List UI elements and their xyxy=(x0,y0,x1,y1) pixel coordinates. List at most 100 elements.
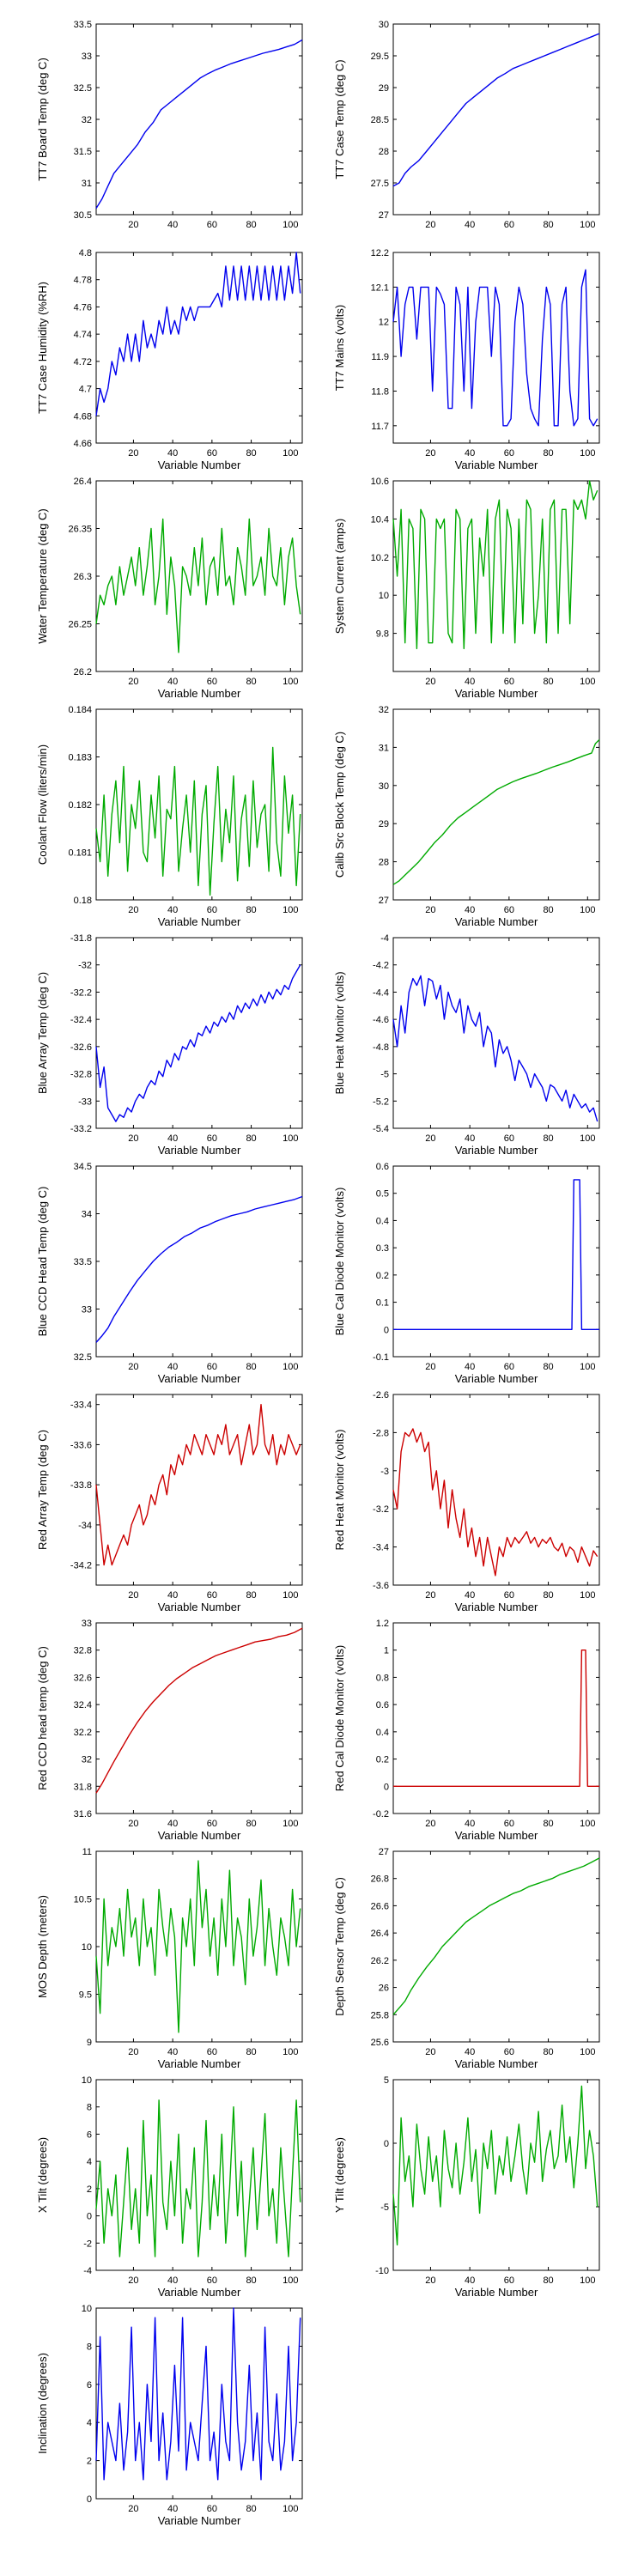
y-tick-label: -4 xyxy=(83,2266,92,2276)
chart-12: 20 40 60 80 100 -0.1 0 0.1 0.2 0.3 0.4 0.5 0.6 Variab… xyxy=(333,1162,600,1385)
x-tick-label: 80 xyxy=(246,448,256,459)
x-tick-label: 60 xyxy=(207,1133,217,1144)
x-axis-label: Variable Number xyxy=(455,1601,538,1613)
x-tick-label: 20 xyxy=(128,1133,138,1144)
y-tick-label: 0 xyxy=(384,2139,389,2149)
y-axis-label: Blue CCD Head Temp (deg C) xyxy=(36,1187,49,1337)
y-tick-label: -31.8 xyxy=(70,933,92,944)
x-tick-label: 100 xyxy=(580,1590,595,1601)
y-tick-label: 29.5 xyxy=(371,52,389,62)
x-tick-label: 40 xyxy=(465,905,475,915)
chart-10: 20 40 60 80 100 -5.4 -5.2 -5 -4.8 -4.6 -4.4 -4.2 -4 V… xyxy=(333,933,600,1157)
x-tick-label: 20 xyxy=(128,448,138,459)
series-line xyxy=(95,2307,301,2481)
chart-14: 20 40 60 80 100 -3.6 -3.4 -3.2 -3 -2.8 -2.6 Variabl… xyxy=(333,1390,600,1613)
y-tick-label: 0 xyxy=(384,1325,389,1335)
series-line xyxy=(392,480,598,650)
chart-21: 20 40 60 80 100 0 2 4 6 8 10 Variable Number Inclina… xyxy=(36,2304,303,2527)
x-tick-label: 40 xyxy=(167,1362,178,1372)
y-tick-label: 10 xyxy=(82,2075,92,2086)
x-tick-label: 20 xyxy=(425,220,435,230)
y-tick-label: -32.8 xyxy=(70,1070,92,1080)
y-tick-label: 11 xyxy=(82,1847,92,1857)
y-axis-label: MOS Depth (meters) xyxy=(36,1895,49,1998)
y-tick-label: 1 xyxy=(384,1646,389,1656)
y-tick-label: 11.7 xyxy=(371,422,389,432)
y-tick-label: 34.5 xyxy=(74,1162,92,1172)
y-tick-label: 27 xyxy=(379,896,389,906)
y-tick-label: 4.72 xyxy=(74,357,92,368)
y-tick-label: -4.2 xyxy=(373,961,389,971)
x-tick-label: 20 xyxy=(128,677,138,687)
chart-19: 20 40 60 80 100 -4 -2 0 2 4 6 8 10 Variable Number X T… xyxy=(36,2075,303,2299)
chart-20: 20 40 60 80 100 -10 -5 0 5 Variable Number Y Tilt … xyxy=(333,2075,600,2299)
x-axis-label: Variable Number xyxy=(158,687,241,700)
plot-frame xyxy=(392,1850,600,2043)
series-line xyxy=(392,269,598,427)
plot-frame xyxy=(95,1394,303,1586)
y-tick-label: 10.4 xyxy=(371,514,389,525)
x-tick-label: 100 xyxy=(283,2047,298,2057)
x-tick-label: 80 xyxy=(543,1362,553,1372)
x-tick-label: 80 xyxy=(246,2504,256,2514)
y-axis-label: TT7 Board Temp (deg C) xyxy=(36,58,49,181)
x-tick-label: 40 xyxy=(465,448,475,459)
plot-frame xyxy=(392,252,600,444)
x-axis-label: Variable Number xyxy=(455,687,538,700)
y-tick-label: 30.5 xyxy=(74,210,92,221)
x-tick-label: 100 xyxy=(283,905,298,915)
x-tick-label: 80 xyxy=(543,677,553,687)
x-tick-label: 60 xyxy=(207,448,217,459)
x-tick-label: 100 xyxy=(580,905,595,915)
plot-frame xyxy=(95,23,303,216)
x-tick-label: 40 xyxy=(465,2275,475,2286)
y-tick-label: 32.6 xyxy=(74,1673,92,1683)
chart-11: 20 40 60 80 100 32.5 33 33.5 34 34.5 Variable Numb… xyxy=(36,1162,303,1385)
y-tick-label: 31.5 xyxy=(74,147,92,157)
x-tick-label: 40 xyxy=(167,2047,178,2057)
x-axis-label: Variable Number xyxy=(455,2057,538,2070)
y-tick-label: 4 xyxy=(87,2157,92,2167)
x-tick-label: 20 xyxy=(128,1362,138,1372)
x-tick-label: 100 xyxy=(580,2275,595,2286)
y-tick-label: -32.2 xyxy=(70,987,92,998)
chart-13: 20 40 60 80 100 -34.2 -34 -33.8 -33.6 -33.4 Variab… xyxy=(36,1394,303,1613)
y-tick-label: -32.6 xyxy=(70,1042,92,1053)
x-tick-label: 20 xyxy=(128,1590,138,1601)
y-axis-label: Blue Cal Diode Monitor (volts) xyxy=(333,1188,346,1336)
plot-frame xyxy=(392,23,600,216)
series-line xyxy=(392,33,600,187)
y-tick-label: 26.6 xyxy=(371,1901,389,1911)
x-tick-label: 100 xyxy=(580,1819,595,1829)
x-tick-label: 40 xyxy=(167,905,178,915)
y-tick-label: 0.183 xyxy=(68,753,92,763)
plot-frame xyxy=(95,252,303,444)
y-tick-label: 4.8 xyxy=(79,248,92,258)
y-tick-label: 26 xyxy=(379,1984,389,1994)
y-tick-label: 8 xyxy=(87,2342,92,2352)
y-tick-label: 0.6 xyxy=(376,1700,389,1710)
x-tick-label: 20 xyxy=(128,2047,138,2057)
y-tick-label: -33.4 xyxy=(70,1400,92,1411)
x-tick-label: 20 xyxy=(425,905,435,915)
x-tick-label: 100 xyxy=(283,1133,298,1144)
x-axis-label: Variable Number xyxy=(455,1829,538,1842)
x-tick-label: 60 xyxy=(207,2275,217,2286)
x-axis-label: Variable Number xyxy=(158,1372,241,1385)
x-tick-label: 40 xyxy=(167,677,178,687)
plot-frame xyxy=(392,480,600,672)
chart-7: 20 40 60 80 100 0.18 0.181 0.182 0.183 0.184 Varia… xyxy=(36,705,303,928)
y-tick-label: 26.35 xyxy=(68,525,92,535)
x-tick-label: 40 xyxy=(167,220,178,230)
series-line xyxy=(392,1428,598,1577)
x-axis-label: Variable Number xyxy=(158,2286,241,2299)
x-tick-label: 60 xyxy=(504,220,514,230)
x-tick-label: 80 xyxy=(246,677,256,687)
y-axis-label: Depth Sensor Temp (deg C) xyxy=(333,1877,346,2016)
y-tick-label: -3.6 xyxy=(373,1581,389,1591)
y-tick-label: 4.66 xyxy=(74,439,92,449)
series-line xyxy=(392,1857,600,2015)
plot-frame xyxy=(392,1394,600,1586)
y-tick-label: 32.2 xyxy=(74,1728,92,1738)
